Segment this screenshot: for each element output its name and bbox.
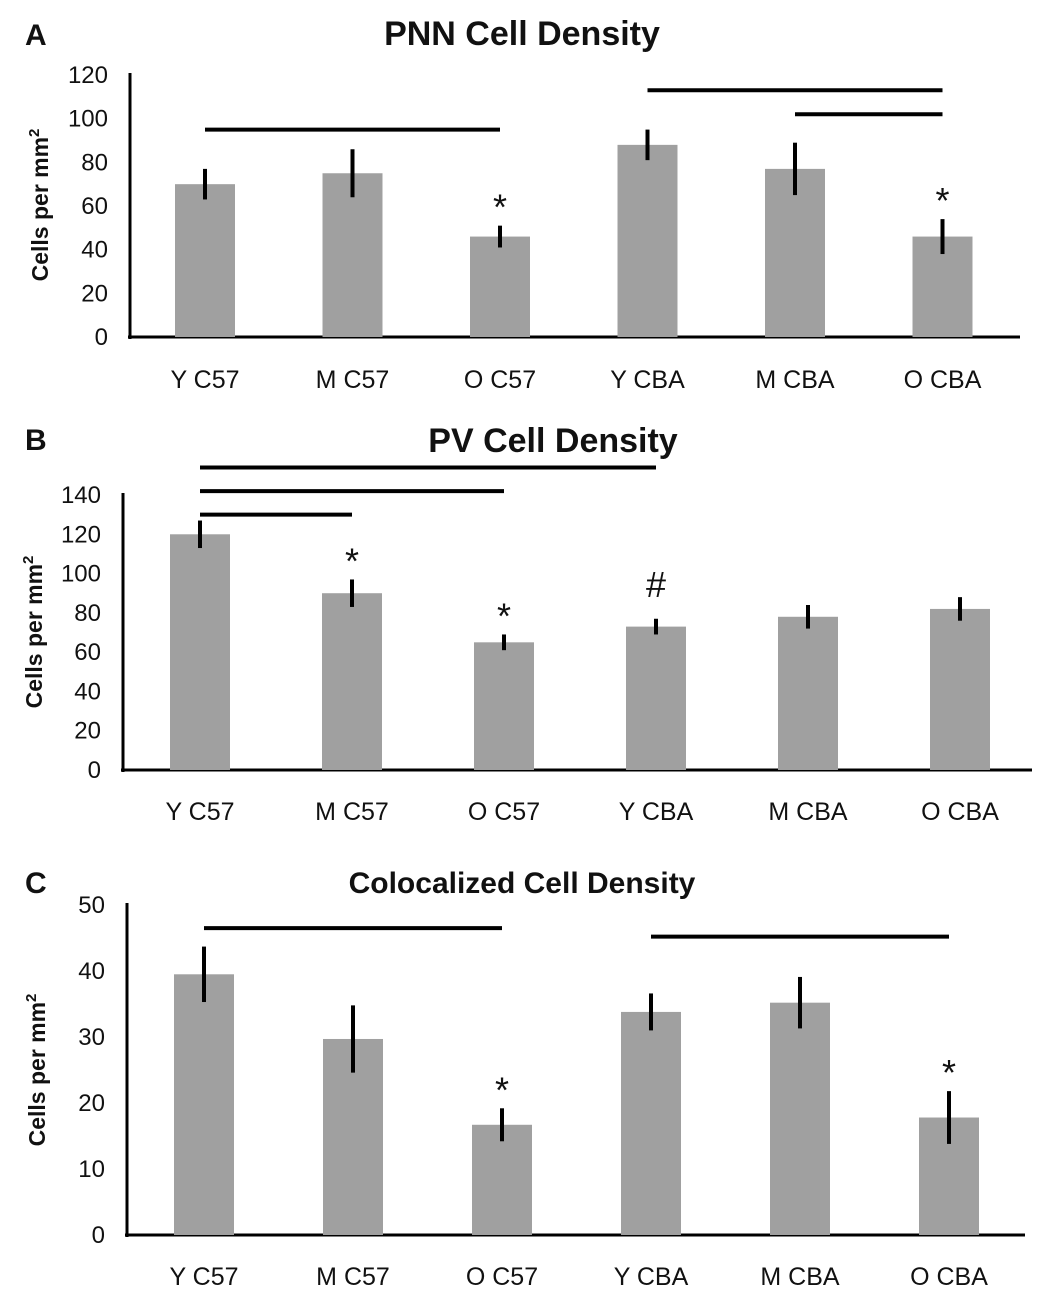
significance-marker: * [345, 540, 359, 581]
x-tick-label: O C57 [468, 798, 540, 826]
bar [626, 626, 686, 770]
x-tick-label: Y CBA [610, 366, 685, 394]
y-tick-label: 20 [74, 718, 101, 745]
bar [170, 534, 230, 770]
y-axis-label: Cells per mm2 [20, 556, 47, 709]
significance-marker: * [497, 595, 511, 636]
x-tick-label: O CBA [910, 1263, 988, 1291]
x-tick-label: O C57 [466, 1263, 538, 1291]
y-tick-label: 0 [92, 1222, 105, 1249]
chart-title: PV Cell Density [428, 422, 678, 460]
y-tick-label: 10 [78, 1156, 105, 1183]
panel-label: A [25, 19, 47, 52]
x-tick-label: Y C57 [169, 1263, 238, 1291]
x-tick-label: M C57 [316, 366, 390, 394]
y-tick-label: 20 [81, 280, 108, 307]
y-tick-label: 120 [68, 62, 108, 89]
y-tick-label: 60 [74, 639, 101, 666]
bar [322, 593, 382, 770]
y-tick-label: 80 [81, 149, 108, 176]
x-tick-label: O CBA [904, 366, 982, 394]
y-tick-label: 40 [81, 237, 108, 264]
x-tick-label: Y CBA [619, 798, 694, 826]
x-tick-label: M CBA [760, 1263, 840, 1291]
x-tick-label: Y C57 [165, 798, 234, 826]
y-tick-label: 80 [74, 600, 101, 627]
y-tick-label: 0 [95, 324, 108, 351]
bar [930, 608, 990, 770]
bar [474, 642, 534, 770]
bar [472, 1124, 532, 1235]
x-tick-label: Y CBA [614, 1263, 689, 1291]
panel-label: B [25, 424, 47, 457]
significance-marker: * [495, 1069, 509, 1110]
panel-label: C [25, 867, 47, 900]
bar [765, 168, 825, 337]
y-axis-label: Cells per mm2 [23, 994, 50, 1147]
x-tick-label: M CBA [768, 798, 848, 826]
y-tick-label: 100 [68, 106, 108, 133]
bar [617, 144, 678, 337]
x-tick-label: Y C57 [170, 366, 239, 394]
y-tick-label: 20 [78, 1090, 105, 1117]
panel-a: A PNN Cell Density Cells per mm2 0 20 40 60 80 1… [25, 15, 1020, 394]
y-axis-label: Cells per mm2 [26, 129, 53, 282]
y-tick-label: 100 [61, 561, 101, 588]
bar [175, 184, 235, 337]
y-tick-label: 40 [78, 958, 105, 985]
y-tick-label: 140 [61, 482, 101, 509]
chart-title: PNN Cell Density [384, 15, 660, 53]
y-tick-label: 40 [74, 678, 101, 705]
significance-marker: # [646, 564, 666, 605]
y-tick-label: 50 [78, 892, 105, 919]
y-tick-label: 60 [81, 193, 108, 220]
bar [621, 1011, 681, 1235]
x-tick-label: M CBA [755, 366, 835, 394]
y-tick-label: 30 [78, 1024, 105, 1051]
x-tick-label: O CBA [921, 798, 999, 826]
significance-marker: * [942, 1052, 956, 1093]
chart-title: Colocalized Cell Density [349, 867, 696, 900]
bar [778, 616, 838, 770]
bar [770, 1002, 830, 1235]
bar [322, 173, 383, 337]
significance-marker: * [935, 180, 949, 221]
x-tick-label: M C57 [316, 1263, 390, 1291]
panel-b: B PV Cell Density Cells per mm2 0 20 40 60 80 10… [20, 422, 1032, 826]
y-tick-label: 0 [88, 757, 101, 784]
bar [174, 974, 234, 1235]
panel-c: C Colocalized Cell Density Cells per mm2 0 1… [23, 867, 1025, 1291]
y-tick-label: 120 [61, 521, 101, 548]
significance-marker: * [493, 187, 507, 228]
x-tick-label: O C57 [464, 366, 536, 394]
x-tick-label: M C57 [315, 798, 389, 826]
bar [470, 236, 530, 337]
